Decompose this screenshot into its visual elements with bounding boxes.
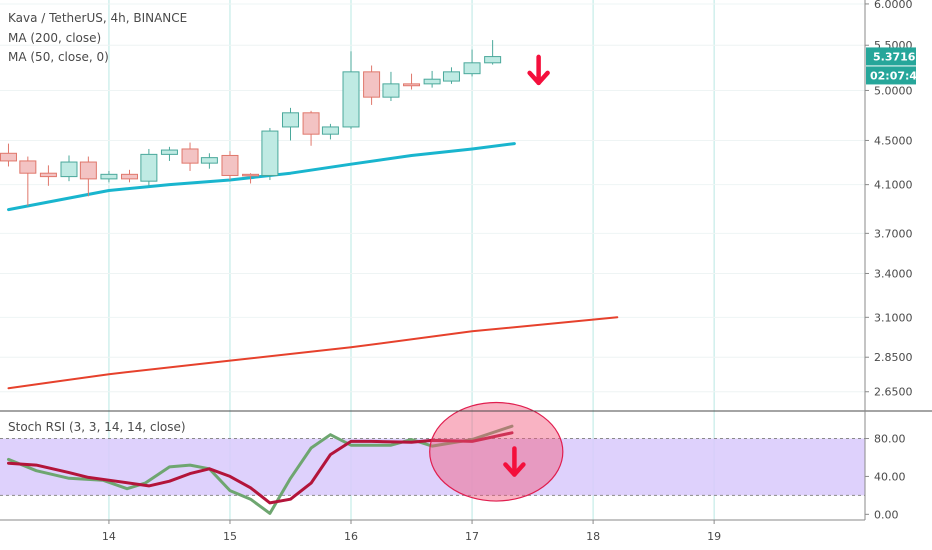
candle [342, 51, 360, 129]
candle-body [160, 149, 178, 155]
price-tick-label: 6.0000 [874, 0, 913, 11]
candle-body [484, 56, 502, 64]
price-tick-label: 2.6500 [874, 386, 913, 399]
candle [79, 156, 97, 197]
candle [140, 148, 158, 186]
candle-body [79, 161, 97, 180]
candle [0, 143, 17, 167]
candle-body [200, 157, 218, 164]
candle-body [463, 62, 481, 75]
candle-body [60, 161, 78, 178]
candle [382, 71, 400, 102]
candle [39, 165, 57, 186]
candle-body [281, 112, 299, 128]
candle-body [140, 153, 158, 182]
candle [363, 65, 381, 105]
price-tick-label: 2.8500 [874, 351, 913, 364]
legend-ma-200[interactable]: MA (200, close) [8, 31, 101, 45]
candle [463, 49, 481, 77]
candle-body [19, 160, 37, 174]
stoch-tick-label: 0.00 [874, 508, 899, 521]
candle-body [442, 71, 460, 82]
candle-body [100, 173, 118, 180]
candle [160, 146, 178, 161]
grid [0, 0, 865, 520]
candle-body [321, 126, 339, 135]
candle-body [363, 71, 381, 98]
countdown-badge [866, 66, 916, 85]
candle-body [221, 154, 239, 176]
candle-body [382, 83, 400, 98]
time-tick-label: 16 [344, 530, 358, 543]
last-price-badge [866, 47, 916, 66]
stoch-tick-label: 40.00 [874, 470, 906, 483]
candle [221, 151, 239, 181]
candle-body [261, 130, 279, 176]
countdown-label: 02:07:47 [870, 69, 925, 82]
stoch-tick-label: 80.00 [874, 433, 906, 446]
stoch-down-arrow-icon [503, 446, 526, 477]
last-price-label: 5.3716 [873, 50, 916, 63]
legend-stoch-rsi[interactable]: Stoch RSI (3, 3, 14, 14, close) [8, 420, 186, 434]
candle-body [423, 78, 441, 85]
chart-title[interactable]: Kava / TetherUS, 4h, BINANCE [8, 11, 187, 25]
candle-body [39, 172, 57, 178]
candle [484, 40, 502, 65]
candle [181, 142, 199, 171]
arrow-head [503, 462, 526, 477]
candle [281, 107, 299, 141]
time-tick-label: 14 [102, 530, 116, 543]
time-tick-label: 18 [586, 530, 600, 543]
candle [121, 169, 139, 183]
candle [19, 156, 37, 206]
candle-body [342, 71, 360, 128]
ma-50-line [7, 142, 516, 212]
ma-200-line [7, 316, 619, 390]
candle-body [302, 112, 320, 135]
candle [321, 123, 339, 140]
candles [0, 40, 502, 206]
price-tick-label: 4.1000 [874, 179, 913, 192]
candle [60, 155, 78, 182]
candle [200, 153, 218, 169]
candle [261, 127, 279, 181]
candle-body [242, 173, 260, 177]
moving-averages [7, 142, 619, 390]
time-tick-label: 17 [465, 530, 479, 543]
candle-body [121, 173, 139, 180]
price-tick-label: 3.4000 [874, 267, 913, 280]
price-tick-label: 4.5000 [874, 134, 913, 147]
arrow-head [527, 70, 550, 86]
time-axis[interactable]: 14 15 16 17 18 19 [102, 520, 721, 543]
candle [302, 110, 320, 146]
price-tick-label: 3.1000 [874, 311, 913, 324]
highlight-circle [429, 401, 564, 502]
candle-body [0, 152, 17, 162]
candle [442, 67, 460, 84]
annotations [429, 54, 564, 502]
price-tick-label: 5.0000 [874, 84, 913, 97]
price-badges: 5.3716 02:07:47 [866, 47, 925, 85]
candle [100, 170, 118, 183]
time-tick-label: 19 [707, 530, 721, 543]
down-arrow-icon [527, 54, 550, 86]
time-tick-label: 15 [223, 530, 237, 543]
legend-ma-50[interactable]: MA (50, close, 0) [8, 50, 109, 64]
candle [403, 73, 421, 90]
candle [423, 70, 441, 88]
stoch-rsi-lines [7, 424, 514, 515]
stoch-d-line [7, 431, 514, 505]
candle-body [403, 83, 421, 87]
candle [242, 173, 260, 184]
candle-body [181, 148, 199, 164]
price-tick-label: 3.7000 [874, 227, 913, 240]
